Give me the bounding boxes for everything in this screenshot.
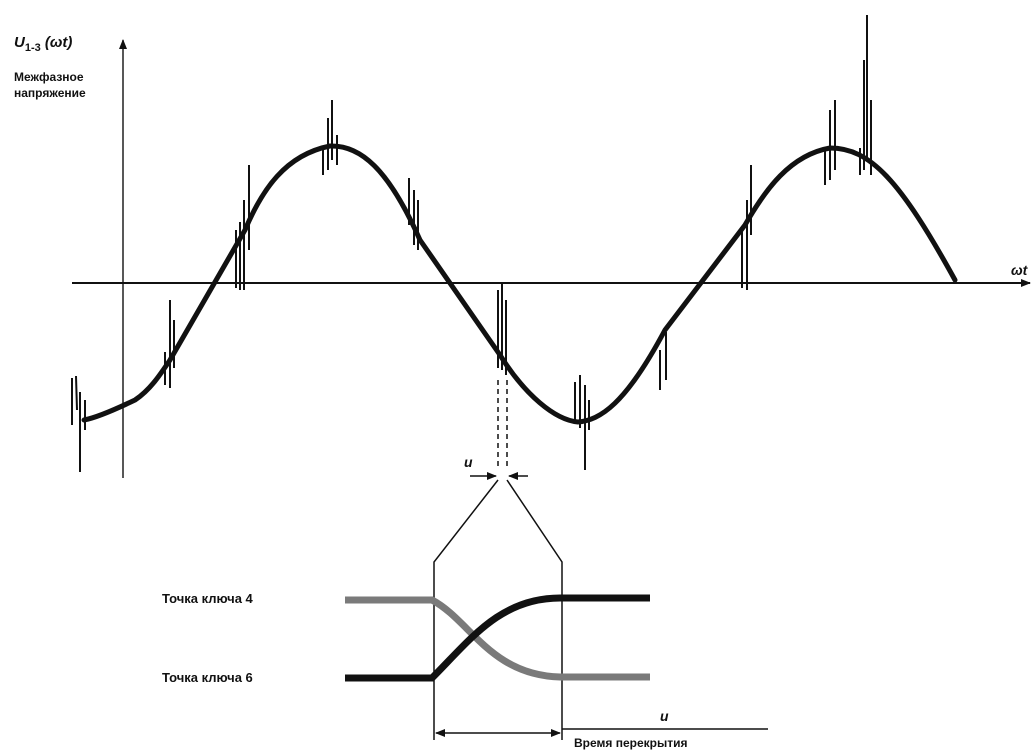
overlap-time-symbol: u bbox=[660, 708, 669, 724]
y-axis-title: U1-3 (ωt) bbox=[14, 34, 72, 54]
overlap-label: u bbox=[464, 454, 473, 470]
key-4-trace bbox=[345, 596, 650, 681]
y-axis-caption-line2: напряжение bbox=[14, 86, 86, 100]
key-6-label: Точка ключа 6 bbox=[162, 670, 253, 685]
overlap-projection bbox=[433, 380, 563, 740]
voltage-waveform bbox=[81, 143, 958, 425]
overlap-time-caption: Время перекрытия bbox=[574, 736, 688, 750]
commutation-notches bbox=[71, 15, 872, 472]
y-axis-argument: (ωt) bbox=[44, 34, 73, 51]
y-axis-caption-line1: Межфазное bbox=[14, 70, 84, 84]
overlap-time-dimension bbox=[435, 728, 768, 737]
x-axis-label: ωt bbox=[1011, 262, 1028, 278]
key-4-label: Точка ключа 4 bbox=[162, 591, 253, 606]
y-axis-symbol: U bbox=[14, 34, 25, 51]
key-6-trace bbox=[345, 594, 650, 682]
y-axis-subscript: 1-3 bbox=[24, 42, 41, 54]
